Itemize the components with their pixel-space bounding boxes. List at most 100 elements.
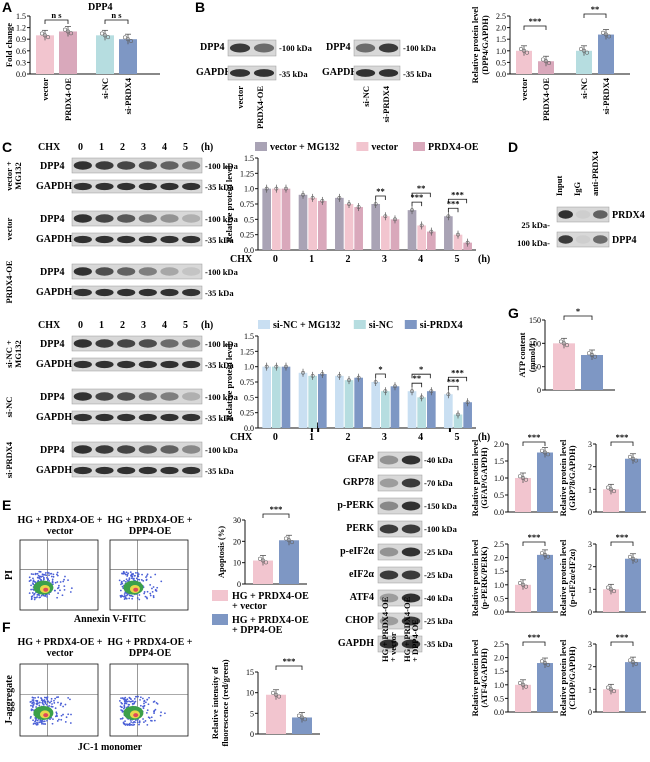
panel-c-time: 2 [120, 320, 125, 331]
panel-d-lane: IgG [572, 181, 582, 196]
panel-c-time: 5 [183, 142, 188, 153]
chart-c-bottom-dot [465, 400, 470, 405]
chart-i-gfap-tick-label: 0.0 [494, 508, 504, 517]
chart-c-bottom-sig-sig: *** [451, 367, 464, 377]
panel-c-bot-2-kda35: -35 kDa [205, 466, 234, 476]
chart-i-pperk-bracket [522, 541, 546, 546]
panel-f-flow2-event [135, 695, 138, 698]
chart-i-atf4-tick-label: 2.0 [494, 654, 504, 663]
chart-c-bottom-chx: CHX [230, 432, 253, 443]
panel-f-flow1-event [67, 713, 70, 716]
chart-c-top-ylabel: Relative protein level [224, 165, 234, 242]
panel-e-flow2-event [146, 574, 148, 577]
chart-b-tick-label: 0.0 [496, 70, 506, 79]
panel-f-flow1-event [53, 699, 55, 702]
chart-a-dot [62, 27, 67, 32]
panel-h-kda: -40 kDa [424, 455, 453, 465]
panel-f-flow2-event [130, 698, 132, 701]
panel-f-flow2-event [133, 720, 136, 723]
panel-c-chx: CHX [38, 320, 61, 331]
panel-f-flow1-event [35, 702, 38, 705]
chart-c-top-sig-bracket [447, 207, 459, 213]
panel-f-flow2-event [153, 712, 155, 715]
chart-a-1-sig: n s [51, 10, 62, 20]
panel-e-flow2-title: HG + PRDX4-OE + [107, 515, 192, 526]
chart-a-dot [126, 37, 131, 42]
chart-i-atf4-dot [545, 662, 550, 667]
panel-c-top-0-gapdh-band [138, 182, 157, 191]
chart-i-chop-dot [627, 658, 632, 663]
panel-e-flow1-event [56, 587, 59, 590]
panel-f-flow2-event [145, 711, 148, 714]
chart-e-dot [260, 558, 265, 563]
chart-i-atf4-bracket [522, 641, 546, 646]
chart-g-tick-label: 50 [533, 363, 541, 372]
chart-b-2-sig: ** [591, 4, 600, 14]
panel-e-flow2-event [121, 582, 124, 585]
panel-b-blot2-row2: GAPDH [322, 67, 358, 78]
panel-h-blot-4-band [379, 547, 399, 557]
panel-h-kda: -70 kDa [424, 478, 453, 488]
chart-c-bottom-sig-bracket [375, 373, 386, 378]
panel-f-flow2-event [122, 721, 125, 724]
panel-f-flow2-event [136, 721, 139, 724]
chart-i-pperk-tick-label: 0.5 [494, 594, 504, 603]
panel-f-flow2-event [130, 700, 133, 703]
chart-c-top-bar [308, 197, 317, 250]
chart-i-atf4-tick-label: 1.0 [494, 681, 504, 690]
panel-i-ylabel: (p-PERK/PERK) [479, 546, 489, 609]
panel-e-flow1-event [58, 584, 60, 587]
chart-i-pperk-dot [517, 580, 522, 585]
chart-b-dot [543, 59, 548, 64]
panel-c-time: 5 [183, 320, 188, 331]
panel-f-flow1-event [45, 703, 48, 706]
panel-e-flow1-event [62, 580, 65, 583]
panel-h-blot-4-band [401, 547, 421, 557]
panel-e-flow1-event [28, 580, 31, 582]
panel-e-flow1-event [40, 579, 42, 581]
panel-f-flow1-event [42, 699, 45, 702]
legend-e-label: HG + PRDX4-OE [232, 591, 309, 602]
panel-f-flow2-event [123, 722, 126, 725]
panel-c-time: 4 [162, 142, 167, 153]
panel-f-flow1-event [46, 698, 48, 701]
panel-e-flow1-event [39, 570, 42, 573]
panel-f-flow1-event [52, 718, 54, 721]
panel-e-flow2-event [155, 590, 158, 592]
panel-h-blot-6-band [401, 593, 421, 603]
chart-c-top-bar [407, 210, 417, 250]
chart-i-peif2a-tick-label: 2 [588, 563, 592, 572]
chart-c-bottom-bar [298, 372, 308, 428]
panel-c-bot-2-dpp4-band [95, 445, 114, 454]
panel-c-top-1-gapdh-label: GAPDH [36, 234, 72, 245]
chart-c-bottom-bar [426, 391, 436, 428]
chart-i-pperk-dot [523, 584, 528, 589]
panel-e-flow1-event [31, 591, 34, 594]
panel-f-flow2-event [119, 717, 122, 720]
panel-c-bot-2-gapdh-band [160, 466, 179, 475]
chart-i-gfap-tick-label: 1.0 [494, 474, 504, 483]
panel-e-flow1-title: vector [47, 526, 74, 537]
panel-f-flow1-event [48, 704, 51, 707]
panel-h-blot-5-band [379, 570, 399, 580]
panel-e-flow1-event [63, 578, 65, 581]
chart-c-top-x-label: 2 [346, 254, 351, 265]
chart-c-bottom-tick-label: 1.0 [244, 363, 254, 372]
chart-g-sig: * [576, 306, 580, 316]
panel-c-bot-1-gapdh-label: GAPDH [36, 412, 72, 423]
panel-i-ylabel: (ATF4/GAPDH) [479, 648, 489, 708]
panel-f-flow1-event [69, 698, 71, 701]
panel-letter-g: G [508, 305, 519, 321]
panel-h-blot-3-band [401, 524, 421, 534]
chart-c-top-sig-bracket [375, 195, 386, 200]
chart-i-atf4-tick-label: 1.5 [494, 667, 504, 676]
chart-i-peif2a-tick-label: 3 [588, 540, 592, 549]
legend-e-swatch [212, 590, 228, 601]
panel-e-flow1-event [32, 588, 34, 591]
panel-e-flow2-density [133, 587, 139, 592]
chart-i-chop-dot [605, 685, 610, 690]
panel-e-flow1-event [33, 592, 36, 595]
panel-e-flow1-event [39, 596, 42, 599]
chart-c-top-x-label: 1 [309, 254, 314, 265]
panel-f-flow1-event [60, 718, 63, 721]
